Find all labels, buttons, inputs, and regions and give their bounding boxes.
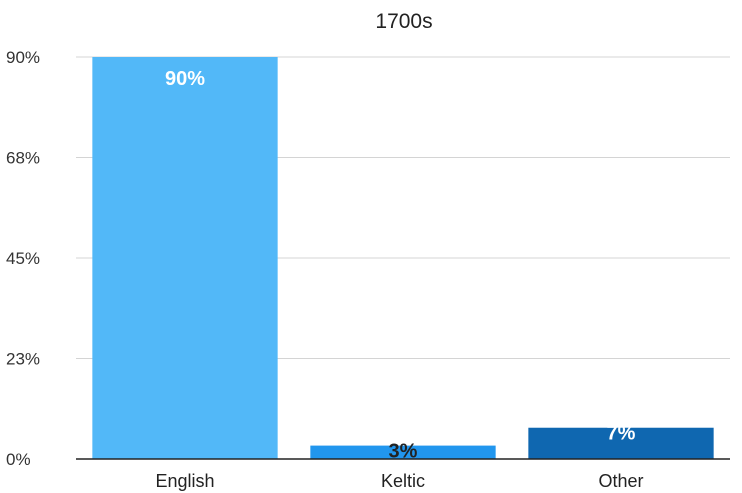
bars <box>92 57 714 459</box>
y-tick-label: 68% <box>6 149 40 168</box>
y-tick-label: 0% <box>6 450 31 469</box>
data-label: 7% <box>607 423 636 445</box>
bar-keltic <box>310 445 496 459</box>
y-axis: 0% 23% 45% 68% 90% <box>6 48 40 469</box>
x-tick-label: English <box>155 471 214 491</box>
data-label: 90% <box>165 68 205 90</box>
x-tick-label: Keltic <box>381 471 425 491</box>
y-tick-label: 45% <box>6 249 40 268</box>
bar-english <box>92 57 278 459</box>
y-tick-label: 23% <box>6 350 40 369</box>
data-labels: 90% 3% 7% <box>165 68 636 463</box>
y-tick-label: 90% <box>6 48 40 67</box>
x-tick-label: Other <box>598 471 643 491</box>
chart-title: 1700s <box>375 10 432 33</box>
x-axis: English Keltic Other <box>155 471 643 491</box>
data-label: 3% <box>389 441 418 463</box>
bar-other <box>528 427 714 459</box>
